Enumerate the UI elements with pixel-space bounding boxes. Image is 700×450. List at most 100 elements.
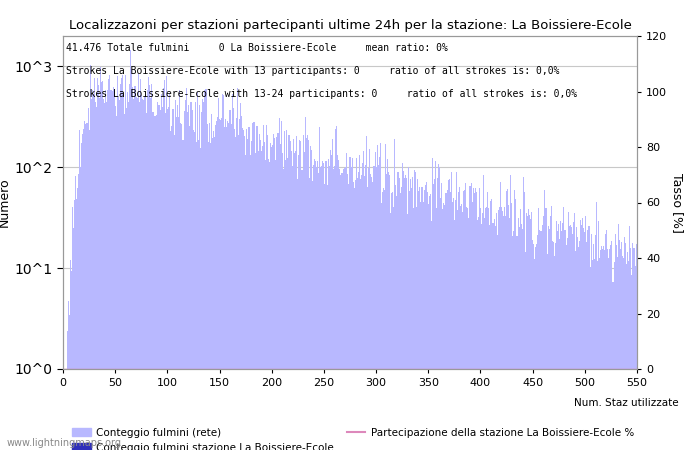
Bar xyxy=(523,177,524,450)
Bar xyxy=(144,96,145,450)
Bar xyxy=(491,199,493,450)
Bar xyxy=(94,78,95,450)
Bar xyxy=(383,189,384,450)
Bar xyxy=(363,152,364,450)
Bar xyxy=(572,234,573,450)
Bar xyxy=(447,180,449,450)
Bar xyxy=(402,171,404,450)
Bar xyxy=(268,159,269,450)
Bar xyxy=(265,160,266,450)
Bar xyxy=(175,100,176,450)
Bar xyxy=(435,161,436,450)
Bar xyxy=(513,231,514,450)
Bar xyxy=(270,143,271,450)
Bar xyxy=(487,193,489,450)
Bar xyxy=(361,176,362,450)
Bar xyxy=(222,94,223,450)
Bar xyxy=(241,116,242,450)
Bar xyxy=(219,119,220,450)
Bar xyxy=(304,117,306,450)
Bar xyxy=(224,127,225,450)
Bar xyxy=(587,230,589,450)
Bar xyxy=(108,79,109,450)
Bar xyxy=(186,89,187,450)
Bar xyxy=(307,135,308,450)
Bar xyxy=(585,216,587,450)
Bar xyxy=(364,176,365,450)
Bar xyxy=(522,229,523,450)
Bar xyxy=(439,166,440,450)
Bar xyxy=(519,209,521,450)
Bar xyxy=(153,112,154,450)
Bar xyxy=(428,204,429,450)
Bar xyxy=(626,264,627,450)
Bar xyxy=(433,184,434,450)
Bar xyxy=(603,246,604,450)
Bar xyxy=(533,244,534,450)
Bar xyxy=(120,84,121,450)
Bar xyxy=(411,188,412,450)
Bar xyxy=(319,127,321,450)
Bar xyxy=(566,238,568,450)
Bar xyxy=(244,136,245,450)
Bar xyxy=(630,248,631,450)
Bar xyxy=(245,155,246,450)
Bar xyxy=(368,168,370,450)
Bar xyxy=(551,206,552,450)
Bar xyxy=(263,125,264,450)
Text: Num. Staz utilizzate: Num. Staz utilizzate xyxy=(574,398,679,408)
Bar xyxy=(111,90,113,450)
Bar xyxy=(225,119,226,450)
Bar xyxy=(530,219,531,450)
Bar xyxy=(167,109,168,450)
Bar xyxy=(77,188,78,450)
Bar xyxy=(140,79,141,450)
Bar xyxy=(220,120,221,450)
Bar xyxy=(177,104,178,450)
Bar xyxy=(430,194,431,450)
Bar xyxy=(550,216,551,450)
Bar xyxy=(168,107,169,450)
Bar xyxy=(594,259,595,450)
Bar xyxy=(496,235,498,450)
Bar xyxy=(608,258,609,450)
Bar xyxy=(106,103,107,450)
Bar xyxy=(247,139,248,450)
Bar xyxy=(236,117,237,450)
Bar xyxy=(395,185,396,450)
Bar xyxy=(293,140,294,450)
Bar xyxy=(172,109,173,450)
Bar xyxy=(339,169,340,450)
Bar xyxy=(246,129,247,450)
Bar xyxy=(515,199,517,450)
Bar xyxy=(494,226,496,450)
Bar xyxy=(147,90,148,450)
Bar xyxy=(337,155,338,450)
Bar xyxy=(387,159,388,450)
Bar xyxy=(349,157,351,450)
Bar xyxy=(344,168,345,450)
Bar xyxy=(557,230,558,450)
Bar xyxy=(596,202,597,450)
Bar xyxy=(287,158,288,450)
Bar xyxy=(498,207,500,450)
Bar xyxy=(296,135,297,450)
Bar xyxy=(166,76,167,450)
Bar xyxy=(336,126,337,450)
Bar xyxy=(432,158,433,450)
Bar xyxy=(507,189,508,450)
Bar xyxy=(615,245,617,450)
Bar xyxy=(442,208,443,450)
Bar xyxy=(286,130,287,450)
Bar xyxy=(115,106,116,450)
Bar xyxy=(613,262,615,450)
Bar xyxy=(104,103,105,450)
Bar xyxy=(143,100,144,450)
Bar xyxy=(188,105,189,450)
Bar xyxy=(342,173,343,450)
Bar xyxy=(443,203,444,450)
Bar xyxy=(130,50,132,450)
Bar xyxy=(200,148,202,450)
Bar xyxy=(436,207,437,450)
Bar xyxy=(340,175,341,450)
